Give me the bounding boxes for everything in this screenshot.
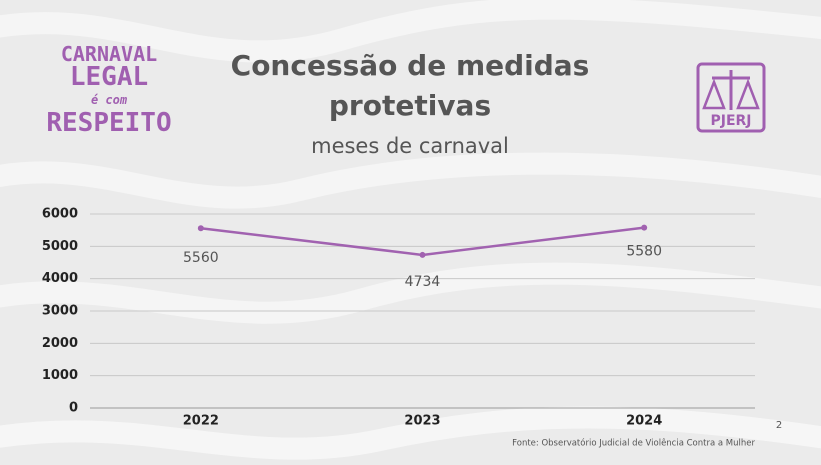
data-line xyxy=(200,226,645,257)
logo-text: LEGAL xyxy=(69,62,149,92)
data-label: 5560 xyxy=(183,250,219,266)
data-point xyxy=(641,224,648,231)
data-label: 5580 xyxy=(626,244,662,260)
x-tick-label: 2022 xyxy=(183,414,219,429)
y-tick-label: 6000 xyxy=(42,207,78,222)
logo-text: é com xyxy=(90,93,128,107)
data-label: 4734 xyxy=(405,274,441,290)
y-tick-label: 0 xyxy=(69,401,78,416)
chart-subtitle: meses de carnaval xyxy=(311,134,509,158)
x-tick-label: 2023 xyxy=(404,414,440,429)
y-tick-label: 3000 xyxy=(42,304,78,319)
logo-text: RESPEITO xyxy=(46,108,172,138)
y-tick-label: 5000 xyxy=(42,239,78,254)
y-tick-label: 1000 xyxy=(42,368,78,383)
badge-text: PJERJ xyxy=(710,113,751,129)
y-tick-label: 4000 xyxy=(42,271,78,286)
data-point xyxy=(419,251,426,258)
page-number: 2 xyxy=(776,420,782,431)
y-tick-label: 2000 xyxy=(42,336,78,351)
data-point xyxy=(197,225,204,232)
badge-logo: PJERJ xyxy=(696,62,766,133)
source: Fonte: Observatório Judicial de Violênci… xyxy=(512,438,755,449)
chart-title: Concessão de medidas protetivas xyxy=(230,49,590,122)
logo-text: CARNAVAL xyxy=(60,42,158,66)
x-tick-label: 2024 xyxy=(626,414,662,429)
